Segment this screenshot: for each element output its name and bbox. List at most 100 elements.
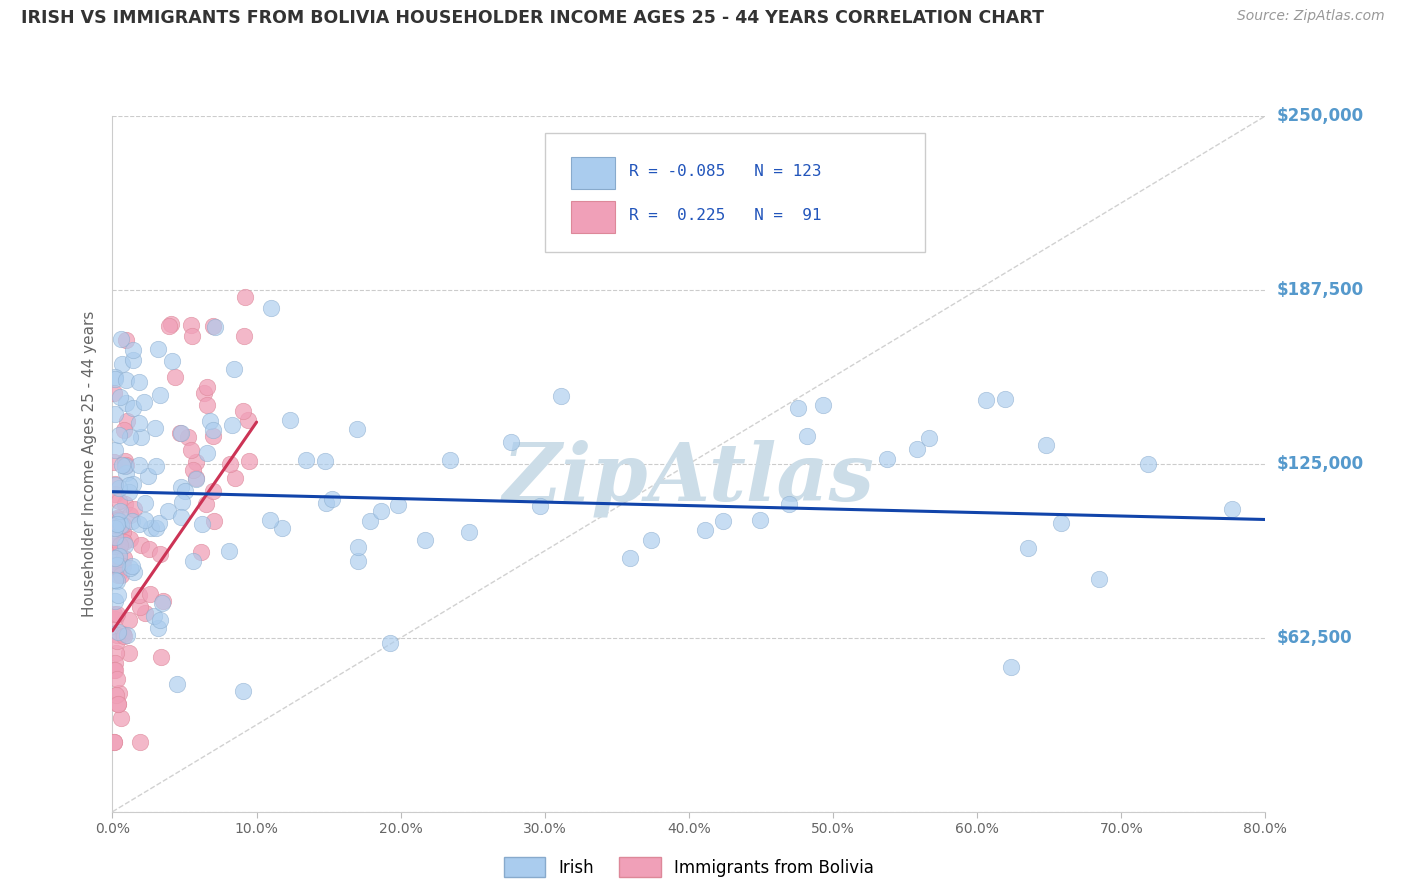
Point xyxy=(876,452,898,467)
Point xyxy=(195,398,218,412)
Point xyxy=(1035,438,1057,452)
Point xyxy=(107,697,129,711)
Point xyxy=(550,389,572,403)
Point xyxy=(118,532,141,546)
Point xyxy=(149,547,172,561)
Point xyxy=(174,483,197,498)
Text: $62,500: $62,500 xyxy=(1277,629,1353,647)
Point xyxy=(181,463,204,477)
Point xyxy=(134,606,156,620)
Point xyxy=(105,672,128,686)
Point xyxy=(218,457,240,471)
Point xyxy=(160,353,183,368)
Point xyxy=(104,477,127,491)
Point xyxy=(114,454,136,468)
Point xyxy=(103,455,125,469)
Point xyxy=(107,588,129,602)
Point xyxy=(122,477,145,491)
FancyBboxPatch shape xyxy=(544,134,925,252)
Point xyxy=(118,485,141,500)
Point xyxy=(146,620,169,634)
Point xyxy=(232,403,254,417)
Point xyxy=(159,318,181,332)
Point xyxy=(129,735,152,749)
Point xyxy=(118,614,141,628)
Point xyxy=(107,697,129,711)
Point xyxy=(107,428,129,442)
Point xyxy=(104,594,127,608)
Point xyxy=(170,510,193,524)
Point xyxy=(295,453,318,467)
Point xyxy=(112,424,135,438)
Point xyxy=(110,538,132,552)
Point xyxy=(149,388,172,402)
Point xyxy=(529,500,551,514)
Point xyxy=(1136,457,1159,471)
Point xyxy=(202,423,225,437)
Point xyxy=(104,487,127,501)
Point xyxy=(233,328,256,343)
Point xyxy=(150,596,173,610)
Point xyxy=(221,417,243,432)
Point xyxy=(114,538,136,552)
Point xyxy=(170,426,193,441)
Point xyxy=(145,521,167,535)
Point xyxy=(114,458,136,473)
Point xyxy=(108,549,131,563)
Point xyxy=(110,568,132,582)
Point xyxy=(128,588,150,602)
Point xyxy=(121,558,143,573)
Point xyxy=(387,498,409,512)
Point xyxy=(224,471,246,485)
Point xyxy=(128,376,150,390)
Point xyxy=(105,627,128,641)
Point xyxy=(115,334,138,348)
Point xyxy=(170,480,193,494)
Point xyxy=(278,413,301,427)
Point xyxy=(380,636,402,650)
Point xyxy=(115,373,138,387)
Point xyxy=(1222,502,1244,516)
Point xyxy=(1087,573,1109,587)
Point xyxy=(346,423,368,437)
Point xyxy=(202,483,225,498)
Point xyxy=(108,481,131,495)
Point xyxy=(104,477,127,491)
Point xyxy=(103,561,125,575)
Point xyxy=(748,513,770,527)
Point xyxy=(105,634,128,648)
Point xyxy=(778,497,800,511)
Point xyxy=(260,301,283,315)
Point xyxy=(1017,541,1039,555)
Point xyxy=(107,514,129,528)
Point xyxy=(103,539,125,553)
Point xyxy=(104,573,127,587)
Point xyxy=(202,319,225,334)
Point xyxy=(695,523,717,537)
Point xyxy=(139,521,162,535)
Point xyxy=(105,512,128,526)
Text: Source: ZipAtlas.com: Source: ZipAtlas.com xyxy=(1237,9,1385,23)
Point xyxy=(114,467,136,481)
Point xyxy=(170,494,193,508)
Point xyxy=(156,504,179,518)
Point xyxy=(974,392,997,407)
Point xyxy=(128,416,150,430)
Point xyxy=(150,650,173,665)
Text: R = -0.085   N = 123: R = -0.085 N = 123 xyxy=(628,164,821,179)
Point xyxy=(134,496,156,510)
Point xyxy=(112,551,135,566)
Point xyxy=(180,318,202,332)
Point xyxy=(111,357,134,371)
Point xyxy=(112,535,135,549)
Point xyxy=(152,593,174,607)
Point xyxy=(711,514,734,528)
Point xyxy=(104,521,127,535)
Point xyxy=(120,508,142,523)
Point xyxy=(107,686,129,700)
Point xyxy=(118,646,141,660)
Point xyxy=(104,656,127,670)
Point xyxy=(271,521,294,535)
Point xyxy=(103,386,125,401)
Point xyxy=(115,396,138,410)
